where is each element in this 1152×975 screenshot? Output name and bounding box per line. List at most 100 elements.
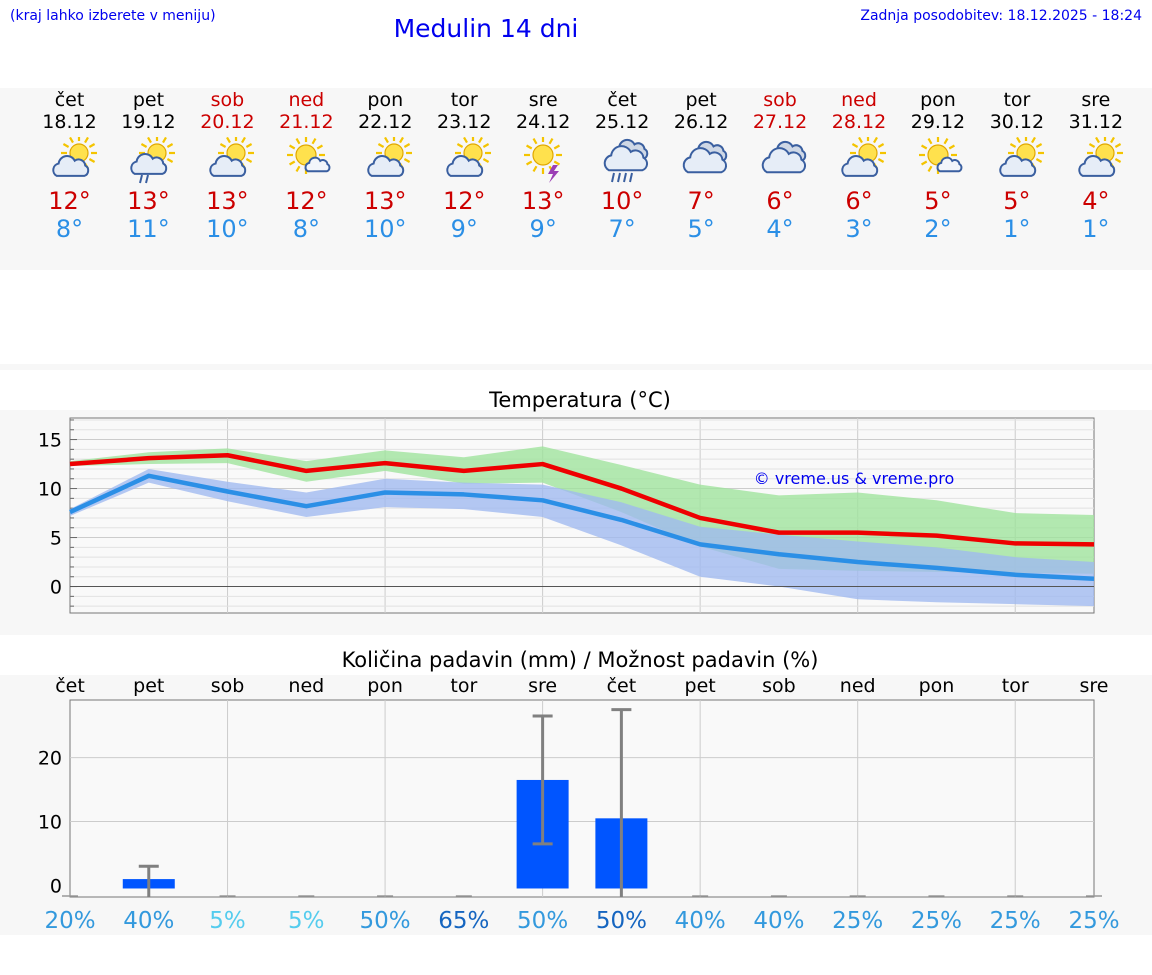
min-temperature: 8° <box>55 215 84 243</box>
max-temperature: 6° <box>766 187 794 215</box>
cloudy-rain-icon <box>603 138 649 183</box>
x-category-label: čet <box>55 675 85 697</box>
min-temperature: 1° <box>1082 215 1110 243</box>
y-tick-label: 0 <box>50 577 62 599</box>
y-tick-label: 15 <box>38 430 62 452</box>
y-tick-label: 5 <box>50 528 62 550</box>
max-temperature: 13° <box>206 187 249 215</box>
forecast-day: tor 23.12 12° 9° <box>425 88 504 243</box>
day-date: 28.12 <box>831 111 887 133</box>
precipitation-probability: 25% <box>990 908 1041 934</box>
y-tick-label: 10 <box>38 812 62 834</box>
cloudy-icon <box>761 140 807 174</box>
x-category-label: ned <box>840 675 876 697</box>
day-date: 27.12 <box>752 111 808 133</box>
precipitation-probability: 50% <box>360 908 411 934</box>
precipitation-probability: 50% <box>596 908 647 934</box>
min-temperature: 8° <box>292 215 320 243</box>
forecast-day: čet 18.12 12° 8° <box>30 88 109 243</box>
partly-cloudy-icon <box>1078 137 1123 177</box>
precipitation-probability: 25% <box>911 908 962 934</box>
min-temperature: 4° <box>766 215 794 243</box>
precipitation-chart-title: Količina padavin (mm) / Možnost padavin … <box>341 648 819 672</box>
precipitation-probability: 20% <box>44 908 95 934</box>
max-temperature: 10° <box>600 187 644 215</box>
precipitation-probability: 40% <box>753 908 804 934</box>
precipitation-probability: 40% <box>675 908 726 934</box>
max-temperature: 13° <box>364 187 407 215</box>
day-date: 19.12 <box>121 111 176 133</box>
day-name: sob <box>763 89 797 111</box>
forecast-strip: čet 18.12 12° 8° pet 19.12 13° 11° sob 20.12 13° 10… <box>0 88 1152 270</box>
forecast-day: sob 20.12 13° 10° <box>188 88 267 243</box>
precipitation-probability: 25% <box>832 908 883 934</box>
temperature-chart-title: Temperatura (°C) <box>489 388 671 412</box>
y-tick-label: 10 <box>38 479 62 501</box>
mostly-sunny-icon <box>918 137 963 174</box>
min-temperature: 9° <box>529 215 557 243</box>
day-name: pet <box>685 89 717 111</box>
forecast-day: pet 19.12 13° 11° <box>109 88 188 243</box>
min-temperature: 9° <box>450 215 478 243</box>
x-category-label: sob <box>211 675 245 697</box>
plot-area <box>69 699 1095 898</box>
day-name: tor <box>450 89 478 111</box>
sun-thunderstorm-icon <box>524 137 563 183</box>
x-category-label: pet <box>133 675 164 697</box>
y-tick-label: 20 <box>38 748 62 770</box>
divider <box>0 364 1152 370</box>
temperature-chart: 0 5 10 15 © vreme.us & vreme.pro <box>38 417 1095 614</box>
forecast-day: sre 31.12 4° 1° <box>1056 88 1135 243</box>
mostly-sunny-icon <box>287 137 331 174</box>
precipitation-probability: 25% <box>1068 908 1119 934</box>
precipitation-probability: 50% <box>517 908 568 934</box>
max-temperature: 12° <box>285 187 328 215</box>
max-temperature: 5° <box>924 187 952 215</box>
day-date: 21.12 <box>279 111 334 133</box>
partly-cloudy-icon <box>841 137 886 177</box>
day-date: 26.12 <box>673 111 729 133</box>
day-name: pet <box>132 89 165 111</box>
day-date: 24.12 <box>515 111 571 133</box>
min-temperature: 2° <box>924 215 952 243</box>
min-temperature: 5° <box>687 215 715 243</box>
day-name: tor <box>1003 89 1031 111</box>
precipitation-probability: 40% <box>123 908 174 934</box>
precipitation-chart: 0 10 20 čet pet sob ned pon tor sre čet pet sob ned po… <box>38 675 1120 934</box>
forecast-day: pon 29.12 5° 2° <box>898 88 977 243</box>
partly-cloudy-rain-icon <box>130 137 176 184</box>
partly-cloudy-icon <box>51 137 97 177</box>
location-menu-hint[interactable]: (kraj lahko izberete v meniju) <box>10 8 216 24</box>
x-category-label: pon <box>367 675 403 697</box>
x-category-label: tor <box>450 675 477 697</box>
cloudy-icon <box>682 140 728 174</box>
partly-cloudy-icon <box>209 137 255 177</box>
forecast-band <box>0 88 1152 270</box>
max-temperature: 7° <box>687 187 715 215</box>
day-name: ned <box>288 89 325 111</box>
max-temperature: 5° <box>1003 187 1031 215</box>
x-category-label: sob <box>762 675 796 697</box>
max-temperature: 12° <box>442 187 486 215</box>
day-name: pon <box>920 89 956 111</box>
day-date: 23.12 <box>437 111 492 133</box>
watermark: © vreme.us & vreme.pro <box>754 469 955 488</box>
partly-cloudy-icon <box>446 137 492 177</box>
max-temperature: 13° <box>127 187 170 215</box>
forecast-day: pet 26.12 7° 5° <box>662 88 741 243</box>
forecast-day: ned 21.12 12° 8° <box>267 88 346 243</box>
forecast-day: ned 28.12 6° 3° <box>820 88 899 243</box>
day-date: 30.12 <box>989 111 1045 133</box>
day-date: 25.12 <box>594 111 650 133</box>
precipitation-probability: 5% <box>288 908 325 934</box>
day-name: pon <box>367 89 404 111</box>
max-temperature: 13° <box>521 187 565 215</box>
partly-cloudy-icon <box>367 137 413 177</box>
y-tick-label: 0 <box>50 875 62 897</box>
forecast-day: pon 22.12 13° 10° <box>346 88 425 243</box>
min-temperature-line <box>69 473 1095 581</box>
day-date: 20.12 <box>200 111 255 133</box>
day-name: sre <box>528 89 558 111</box>
partly-cloudy-icon <box>999 137 1044 177</box>
forecast-day: sob 27.12 6° 4° <box>741 88 820 243</box>
